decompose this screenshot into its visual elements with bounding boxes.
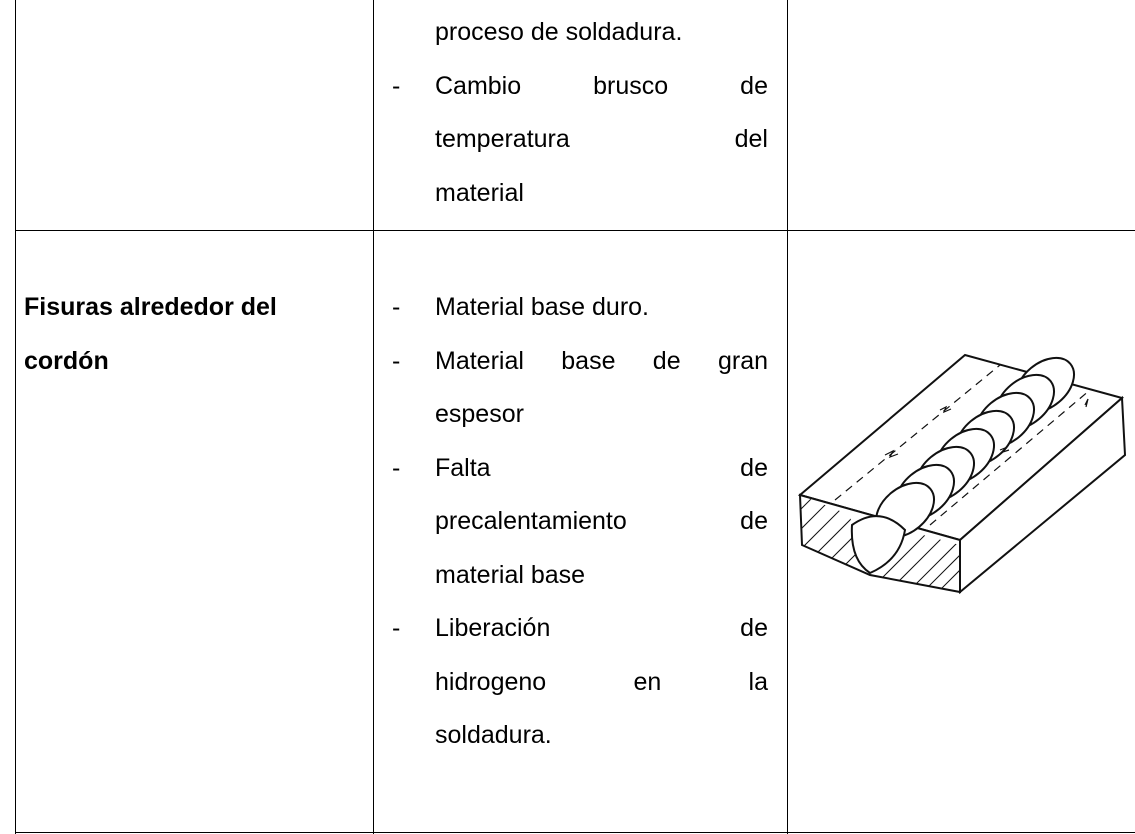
cause-line: temperatura del (435, 125, 768, 153)
cause-line: material base (435, 560, 586, 589)
cause-line: material (435, 178, 524, 207)
weld-illustration (797, 353, 1127, 595)
bullet: - (392, 71, 401, 100)
bullet: - (392, 453, 401, 482)
table-border (15, 832, 1135, 833)
table-border (15, 230, 1135, 231)
table-border (787, 0, 788, 834)
cause-line: proceso de soldadura. (435, 18, 683, 46)
cause-line: Liberación de (435, 614, 768, 642)
bullet: - (392, 293, 401, 321)
cause-line: Falta de (435, 453, 768, 482)
cause-line: hidrogeno en la (435, 667, 768, 696)
table-border (15, 0, 16, 834)
cause-line: precalentamiento de (435, 507, 768, 535)
cause-line: espesor (435, 400, 524, 428)
defect-name: cordón (24, 346, 109, 375)
cause-line: soldadura. (435, 721, 552, 749)
cause-line: Cambio brusco de (435, 71, 768, 100)
bullet: - (392, 614, 401, 642)
defect-name: Fisuras alrededor del (24, 293, 277, 321)
cause-line: Material base duro. (435, 293, 650, 321)
cause-line: Material base de gran (435, 346, 768, 375)
table-border (373, 0, 374, 834)
bullet: - (392, 346, 401, 375)
